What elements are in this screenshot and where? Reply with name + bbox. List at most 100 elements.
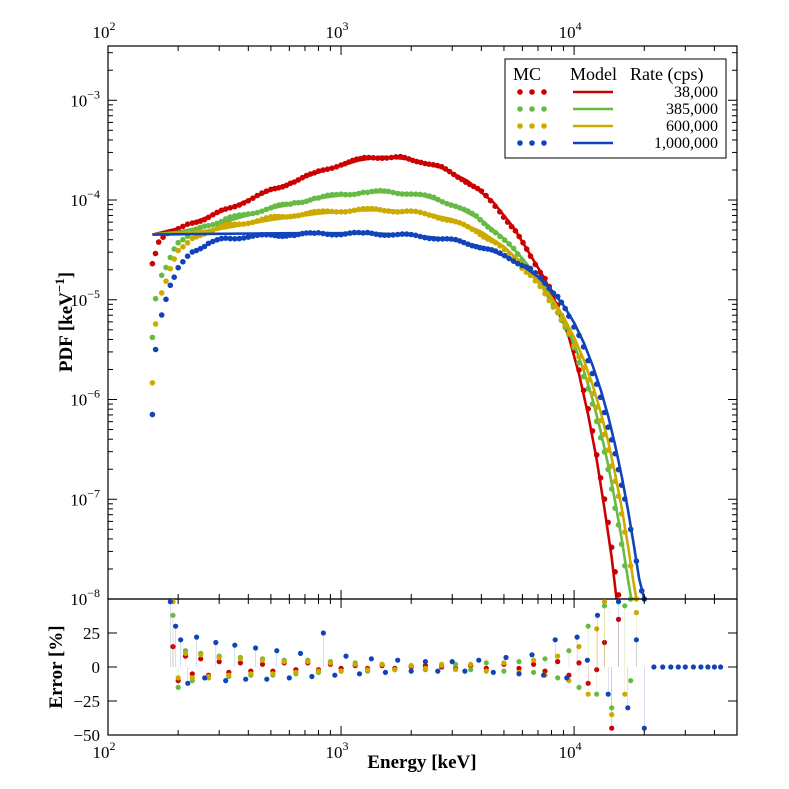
mc-point-series-4: [622, 496, 628, 502]
error-point-series-3: [315, 668, 322, 674]
mc-point-series-1: [478, 188, 485, 194]
mc-point-series-4: [601, 409, 608, 416]
mc-point-series-3: [408, 208, 415, 214]
mc-point-series-1: [152, 250, 159, 257]
error-point-series-1: [615, 616, 622, 623]
mc-point-series-3: [439, 216, 446, 222]
error-point-series-4: [253, 645, 259, 651]
mc-point-series-4: [542, 280, 548, 287]
mc-point-series-3: [615, 493, 622, 500]
error-plot-frame: [107, 598, 738, 736]
error-panel: 102 103 104 −50 −25 0 25 Error [%] Energy [keV…: [46, 598, 738, 773]
error-point-series-3: [609, 712, 615, 718]
mc-point-series-2: [250, 210, 256, 217]
mc-point-series-2: [615, 522, 622, 528]
error-point-series-3: [281, 659, 287, 665]
error-point-series-2: [628, 678, 634, 684]
mc-point-series-3: [320, 208, 326, 214]
error-point-series-4: [516, 671, 522, 677]
mc-point-series-2: [465, 208, 471, 214]
legend-mc-dot: [517, 123, 523, 129]
mc-point-series-2: [236, 212, 243, 218]
mc-point-series-3: [175, 247, 181, 254]
mc-point-series-4: [197, 245, 204, 252]
mc-point-series-2: [390, 189, 396, 196]
mc-point-series-2: [381, 188, 388, 194]
mc-point-series-3: [381, 207, 388, 214]
mc-point-series-2: [254, 209, 261, 216]
legend-mc-dot: [529, 140, 535, 146]
mc-point-series-1: [315, 168, 322, 174]
error-point-series-2: [594, 691, 600, 697]
mc-point-series-4: [519, 262, 525, 269]
mc-point-series-4: [149, 411, 156, 418]
mc-point-series-2: [369, 188, 375, 195]
mc-point-series-2: [403, 191, 410, 197]
error-point-series-4: [711, 664, 718, 670]
legend-mc-dot: [529, 106, 535, 112]
legend-mc-dot: [529, 123, 535, 129]
error-point-series-3: [601, 599, 608, 605]
mc-point-series-1: [227, 205, 233, 211]
x-axis-label: Energy [keV]: [367, 752, 476, 773]
error-point-series-3: [622, 691, 628, 697]
error-point-series-3: [555, 653, 561, 659]
error-point-series-1: [601, 639, 608, 646]
mc-point-series-1: [383, 155, 390, 161]
mc-point-series-4: [214, 237, 220, 243]
error-point-series-3: [338, 668, 344, 674]
mc-point-series-2: [175, 239, 181, 246]
mc-point-series-1: [542, 275, 548, 282]
pdf-axis-ticks: 102 103 104 10−8 10−7 10−6 10−5 10−4 10−3: [70, 19, 738, 609]
mc-point-series-4: [254, 232, 261, 239]
y-tick-label: 10−7: [70, 486, 100, 509]
mc-point-series-3: [347, 208, 353, 214]
error-point-series-4: [462, 668, 468, 674]
error-point-series-4: [264, 676, 270, 682]
error-point-series-3: [576, 644, 582, 650]
error-point-series-3: [422, 665, 428, 672]
error-point-series-2: [585, 623, 591, 629]
error-point-series-1: [542, 668, 548, 674]
mc-point-series-3: [593, 404, 600, 411]
mc-point-series-3: [218, 223, 225, 230]
error-y-axis-label: Error [%]: [46, 625, 67, 708]
error-point-series-3: [259, 657, 266, 663]
mc-point-series-2: [448, 202, 455, 208]
y-tick-label: 10−6: [70, 387, 100, 410]
mc-point-series-2: [218, 218, 225, 225]
mc-point-series-3: [422, 210, 428, 217]
mc-point-series-4: [566, 313, 572, 320]
x-tick-label-bottom: 103: [326, 739, 349, 762]
mc-point-series-4: [342, 231, 349, 237]
mc-point-series-1: [320, 167, 326, 173]
error-point-series-4: [476, 657, 482, 663]
error-point-series-3: [305, 659, 311, 665]
mc-point-series-4: [638, 588, 645, 594]
mc-point-series-1: [483, 192, 489, 199]
mc-point-series-1: [361, 154, 368, 161]
mc-point-series-2: [473, 213, 480, 219]
mc-point-series-4: [360, 230, 367, 236]
mc-point-series-2: [347, 191, 353, 198]
mc-point-series-3: [369, 205, 375, 212]
mc-point-series-1: [232, 203, 238, 210]
mc-point-series-1: [329, 165, 335, 171]
mc-point-series-3: [272, 213, 278, 220]
mc-point-series-1: [241, 200, 247, 206]
mc-point-series-1: [516, 233, 522, 240]
mc-point-series-3: [356, 206, 362, 213]
error-point-series-1: [576, 660, 582, 666]
mc-point-series-3: [473, 228, 480, 235]
error-point-series-1: [198, 656, 204, 662]
error-point-series-4: [641, 725, 647, 731]
mc-point-series-3: [149, 380, 156, 386]
legend-mc-dot: [529, 89, 535, 95]
mc-point-series-1: [250, 195, 256, 201]
error-data-marks: [167, 599, 724, 731]
error-point-series-4: [408, 668, 414, 674]
mc-point-series-3: [627, 563, 634, 569]
mc-point-series-4: [612, 450, 618, 457]
mc-point-series-1: [497, 209, 503, 215]
